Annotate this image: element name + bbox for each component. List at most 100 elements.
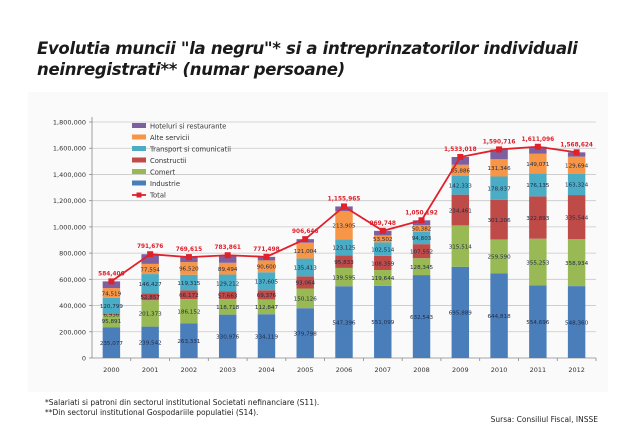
x-tick-label: 2009: [452, 366, 469, 374]
bar-segment-hoteluri-si-restaurante: [218, 255, 237, 263]
legend-label: Alte servicii: [150, 134, 190, 142]
bar-data-label: 137,605: [255, 280, 279, 286]
total-marker: [341, 203, 347, 210]
bar-data-label: 139,595: [332, 275, 356, 281]
bar-data-label: 57,663: [218, 294, 238, 300]
bar-data-label: 6,936: [103, 312, 119, 318]
bar-data-label: 548,360: [565, 320, 589, 326]
bar-segment-alte-servicii: [296, 242, 314, 259]
bar-data-label: 90,600: [257, 265, 277, 271]
total-marker: [185, 254, 192, 261]
bar-segment-industrie: [529, 285, 547, 358]
bar-segment-comert: [490, 239, 508, 274]
chart-area: 0 200,000 400,000 600,000 800,000 1,000,000 1,…: [28, 92, 608, 392]
y-tick-label: 1,800,000: [53, 119, 86, 127]
bar-data-label: 355,253: [526, 260, 550, 266]
bar-data-label: 150,126: [294, 297, 318, 303]
bar-segment-constructii: [451, 194, 470, 226]
bar-data-label: 93,064: [295, 281, 315, 287]
bar-data-label: 263,331: [177, 339, 201, 345]
bar-segment-comert: [374, 270, 392, 286]
bar-segment-hoteluri-si-restaurante: [141, 254, 159, 264]
bar-segment-alte-servicii: [180, 262, 198, 275]
bar-segment-transport-si-comunicatii: [180, 274, 198, 291]
bar-segment-comert: [218, 299, 237, 315]
x-tick-label: 2008: [413, 366, 430, 374]
bar-segment-industrie: [141, 326, 159, 358]
bar-segment-alte-servicii: [335, 211, 353, 240]
x-tick-label: 2007: [374, 366, 391, 374]
title-line-2: neinregistrati** (numar persoane): [37, 60, 345, 79]
bar-segment-hoteluri-si-restaurante: [490, 149, 508, 160]
bar-segment-industrie: [567, 286, 586, 358]
legend-swatch: [132, 134, 146, 140]
x-tick-label: 2002: [181, 366, 198, 374]
bar-data-label: 178,837: [488, 187, 512, 193]
bar-data-label: 695,889: [449, 311, 473, 317]
title-line-1: Evolutia muncii "la negru"* si a intrepr…: [37, 39, 578, 58]
x-tick-label: 2000: [103, 366, 120, 374]
legend-label: Total: [149, 192, 166, 200]
bar-segment-constructii: [567, 195, 586, 240]
bar-segment-transport-si-comunicatii: [141, 274, 159, 294]
bar-data-label: 131,346: [488, 166, 512, 172]
total-marker: [379, 227, 386, 234]
bar-data-label: 334,119: [255, 334, 279, 340]
y-tick-label: 1,200,000: [53, 197, 86, 205]
bar-segment-comert: [180, 299, 198, 324]
bar-segment-comert: [335, 267, 353, 287]
bar-segment-constructii: [412, 244, 431, 259]
bar-data-label: 301,206: [488, 218, 512, 224]
total-data-label: 969,748: [370, 221, 396, 227]
total-data-label: 906,646: [292, 229, 318, 235]
legend-swatch: [132, 157, 146, 163]
total-data-label: 584,406: [98, 271, 124, 277]
total-marker: [263, 253, 270, 260]
bar-segment-industrie: [180, 323, 198, 358]
bar-segment-transport-si-comunicatii: [490, 176, 508, 200]
bar-segment-hoteluri-si-restaurante: [102, 281, 121, 289]
total-data-label: 1,533,018: [444, 147, 477, 153]
total-marker: [108, 278, 115, 285]
stacked-bar-chart: 0 200,000 400,000 600,000 800,000 1,000,000 1,…: [53, 117, 597, 374]
bar-segment-transport-si-comunicatii: [296, 258, 314, 277]
bar-segment-industrie: [218, 314, 237, 358]
bar-data-label: 234,461: [449, 208, 473, 214]
y-tick-label: 1,400,000: [53, 171, 86, 179]
y-tick-label: 600,000: [59, 276, 86, 284]
bar-data-label: 102,514: [371, 247, 395, 253]
bar-segment-comert: [102, 314, 121, 328]
bar-data-label: 235,077: [100, 341, 124, 347]
x-tick-label: 2012: [568, 366, 585, 374]
total-data-label: 1,568,624: [560, 142, 593, 148]
bar-segment-constructii: [218, 291, 237, 300]
bar-data-label: 128,345: [410, 265, 434, 271]
bar-data-label: 315,514: [449, 244, 473, 250]
bar-data-label: 547,396: [332, 320, 356, 326]
bar-data-label: 239,542: [139, 341, 162, 347]
bar-segment-transport-si-comunicatii: [529, 173, 547, 197]
x-tick-label: 2005: [297, 366, 314, 374]
total-data-label: 1,590,716: [483, 139, 516, 145]
bar-segment-transport-si-comunicatii: [451, 175, 470, 195]
total-data-label: 771,498: [253, 247, 279, 253]
legend-swatch: [132, 123, 146, 128]
bar-segment-industrie: [335, 286, 353, 358]
bar-data-label: 85,886: [451, 169, 471, 175]
x-tick-label: 2010: [491, 366, 508, 374]
bar-segment-comert: [567, 239, 586, 287]
bar-segment-alte-servicii: [412, 225, 431, 232]
bar-data-label: 644,818: [488, 314, 512, 320]
bar-segment-hoteluri-si-restaurante: [451, 157, 470, 165]
total-marker: [147, 251, 154, 258]
bar-data-label: 129,212: [216, 281, 239, 287]
bar-segment-comert: [451, 225, 470, 267]
bar-data-label: 95,833: [334, 260, 354, 266]
y-tick-label: 1,000,000: [53, 223, 86, 231]
bar-segment-alte-servicii: [218, 262, 237, 275]
bar-data-label: 123,125: [332, 246, 356, 252]
total-data-label: 1,155,965: [328, 196, 361, 202]
bar-segment-alte-servicii: [102, 288, 121, 298]
total-data-label: 783,861: [214, 245, 240, 251]
bar-segment-transport-si-comunicatii: [335, 239, 353, 256]
